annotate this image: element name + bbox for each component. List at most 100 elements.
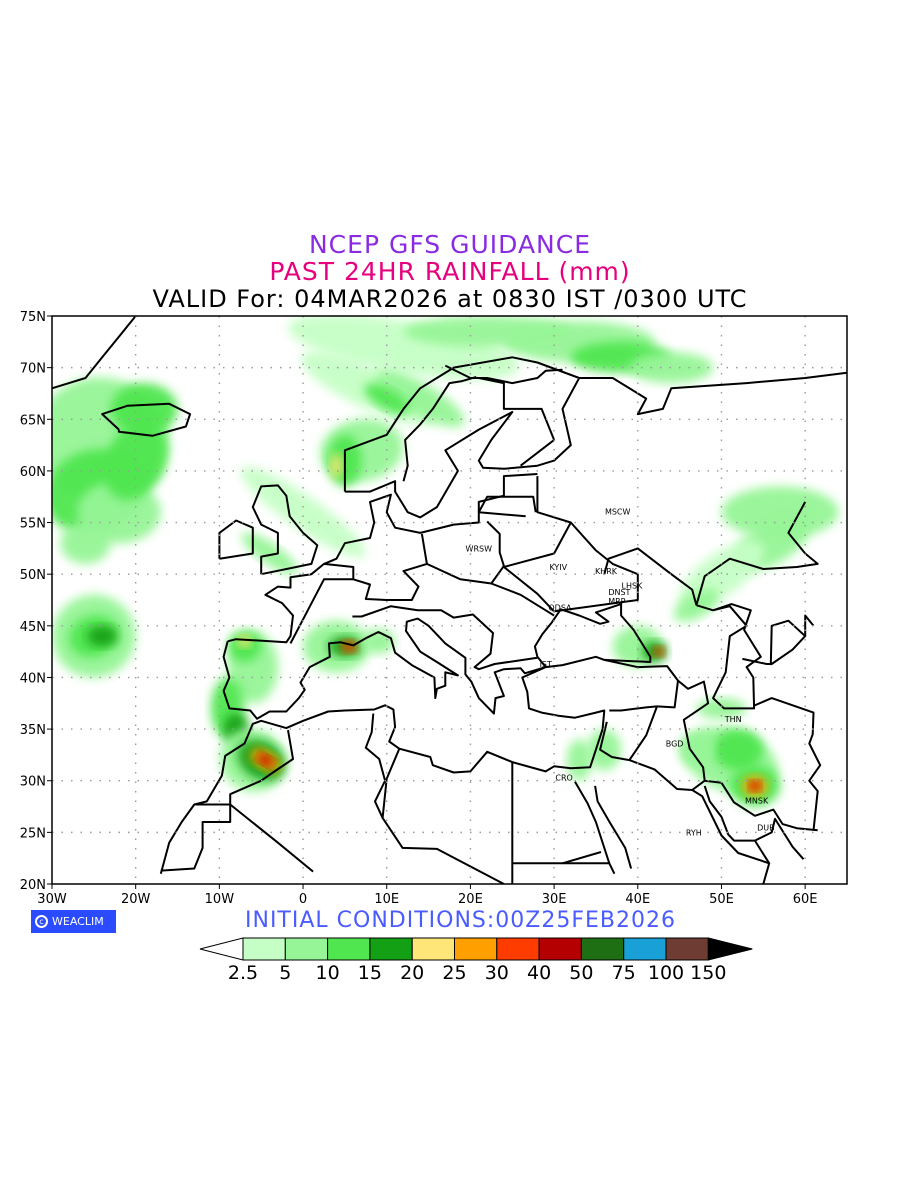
rain-patch — [652, 646, 665, 657]
legend-label: 50 — [569, 962, 593, 984]
coastline-segment — [364, 713, 387, 819]
coastline-segment — [594, 785, 633, 869]
rain-patch — [257, 753, 274, 767]
lat-tick-label: 70N — [20, 362, 46, 377]
legend-label: 30 — [485, 962, 509, 984]
city-label: ODSA — [548, 603, 572, 612]
coastline-segment — [101, 402, 192, 437]
rain-patch — [679, 734, 714, 766]
coastline-segment — [478, 377, 556, 467]
coastline-segment — [159, 603, 652, 874]
legend-swatch — [496, 937, 540, 961]
legend-label: 20 — [400, 962, 424, 984]
coastline-segment — [289, 562, 355, 644]
city-label: BGD — [666, 740, 684, 749]
rain-patch — [110, 383, 178, 435]
badge-label: WEACLIM — [52, 915, 104, 928]
coastline-segment — [352, 605, 538, 671]
rain-patch — [87, 625, 118, 647]
coastline-segment — [562, 851, 602, 865]
title-valid-time: VALID For: 04MAR2026 at 0830 IST /0300 U… — [152, 285, 748, 313]
legend-label: 25 — [442, 962, 466, 984]
legend-label: 100 — [648, 962, 684, 984]
lat-tick-label: 55N — [20, 517, 46, 532]
legend-swatch — [411, 937, 456, 961]
legend-label: 40 — [527, 962, 551, 984]
city-label: MSCW — [605, 507, 631, 516]
rain-patch — [288, 316, 519, 380]
legend-label: 75 — [612, 962, 636, 984]
coastline-segment — [691, 789, 770, 865]
rain-patch — [60, 522, 111, 564]
coastlines — [52, 316, 847, 884]
lon-tick-label: 40E — [625, 892, 650, 907]
legend-swatch — [327, 937, 371, 961]
lat-tick-label: 65N — [20, 413, 46, 428]
legend-label: 150 — [690, 962, 726, 984]
legend-label: 5 — [279, 962, 291, 984]
coastline-segment — [604, 658, 679, 712]
lat-tick-label: 25N — [20, 826, 46, 841]
lat-tick-label: 50N — [20, 568, 46, 583]
coastline-segment — [804, 614, 815, 637]
legend-label: 10 — [316, 962, 340, 984]
rain-patch — [749, 780, 761, 792]
coastline-segment — [402, 375, 477, 482]
legend-label: 2.5 — [228, 962, 258, 984]
coastline-segment — [490, 582, 555, 617]
lat-tick-label: 20N — [20, 878, 46, 893]
legend-swatch — [623, 937, 667, 961]
coastline-segment — [754, 697, 822, 831]
lon-tick-label: 20W — [121, 892, 151, 907]
coastline-segment — [343, 356, 581, 519]
coastline-segment — [353, 533, 428, 601]
coastline-segment — [52, 316, 137, 390]
rain-patch — [103, 421, 168, 501]
coastline-segment — [677, 679, 710, 781]
city-label: WRSW — [466, 544, 493, 553]
coastline-segment — [229, 729, 294, 805]
city-label: KYIV — [549, 563, 567, 572]
initial-conditions: INITIAL CONDITIONS:00Z25FEB2026 — [245, 908, 676, 933]
lon-tick-label: 0 — [299, 892, 307, 907]
lat-tick-label: 30N — [20, 775, 46, 790]
legend-swatch — [242, 937, 286, 961]
coastline-segment — [574, 781, 616, 875]
legend-swatch — [580, 937, 625, 961]
rain-patch — [713, 729, 764, 771]
rain-patch — [629, 352, 714, 384]
coastline-segment — [160, 803, 232, 872]
coastline-segment — [381, 748, 505, 884]
coastline-segment — [704, 779, 818, 832]
rain-patch — [566, 739, 592, 781]
lon-tick-label: 50E — [709, 892, 734, 907]
coastline-segment — [603, 547, 698, 606]
lon-tick-label: 20E — [458, 892, 483, 907]
lon-tick-label: 30W — [37, 892, 67, 907]
coastline-segment — [229, 803, 314, 873]
coastline-segment — [251, 484, 319, 576]
lat-tick-label: 35N — [20, 723, 46, 738]
legend-high-arrow — [707, 937, 753, 961]
coastline-segment — [426, 520, 505, 585]
legend-swatch — [665, 937, 709, 961]
rain-patch — [721, 486, 839, 539]
rain-patch — [330, 453, 343, 479]
city-label: LHSK — [622, 582, 644, 591]
title-model: NCEP GFS GUIDANCE — [308, 230, 591, 259]
city-label: THN — [724, 715, 742, 724]
coastline-segment — [742, 619, 807, 666]
legend-swatch — [538, 937, 582, 961]
copyright-icon: c — [35, 915, 48, 928]
coastline-segment — [218, 519, 254, 560]
legend-swatch — [284, 937, 329, 961]
rain-patch — [237, 635, 252, 648]
legend-swatch — [454, 937, 498, 961]
lon-tick-label: 10E — [374, 892, 399, 907]
lat-tick-label: 45N — [20, 620, 46, 635]
lon-tick-label: 60E — [793, 892, 818, 907]
coastline-segment — [477, 495, 537, 518]
color-legend: 2.5 5 10 15 20 25 30 40 50 75 100 150 — [199, 937, 753, 984]
